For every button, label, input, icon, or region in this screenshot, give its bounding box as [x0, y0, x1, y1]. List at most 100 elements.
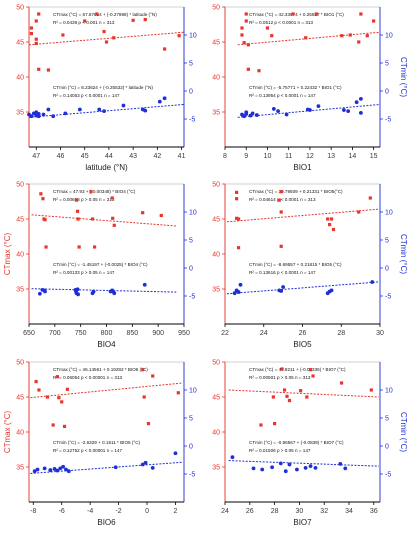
ctmin-trend-line [226, 281, 379, 295]
ctmin-point [316, 104, 321, 109]
y-tick-label: 40 [212, 75, 220, 82]
ctmin-point [48, 468, 53, 472]
ctmin-point [113, 465, 118, 470]
ctmax-point [34, 380, 38, 384]
x-tick-label: 30 [296, 508, 304, 515]
ctmin-point [232, 291, 237, 296]
ctmax-point [111, 216, 115, 220]
x-tick-label: 42 [153, 153, 161, 160]
ctmax-point [46, 68, 50, 72]
x-axis-title: BIO1 [293, 163, 312, 172]
ctmin-trend-line [31, 288, 177, 293]
ctmax-point [305, 395, 309, 399]
y2-tick-label: 0 [385, 89, 389, 96]
y2-tick-label: 10 [385, 388, 393, 395]
ctmax-point [291, 12, 295, 16]
y2-tick-label: 0 [385, 266, 389, 273]
x-tick-label: 11 [285, 153, 292, 160]
annotation-ctmax-equation: CTmax (°C) = 46.14561 + 0.19292 * BIO6 (… [53, 367, 148, 372]
ctmax-point [270, 34, 274, 38]
ctmin-point [271, 107, 276, 111]
y2-tick-label: 0 [189, 266, 193, 273]
ctmax-trend-line [237, 31, 381, 46]
ctmax-point [311, 374, 315, 378]
ctmax-point [236, 217, 241, 221]
ctmin-trend-line [28, 103, 185, 118]
plot-frame [28, 6, 185, 148]
x-tick-label: 14 [348, 153, 356, 160]
y-tick-label: 50 [212, 5, 220, 12]
ctmax-point [60, 400, 64, 404]
x-tick-label: 12 [306, 153, 314, 160]
ctmax-trend-line [30, 382, 183, 399]
annotation-ctmin-equation: CTmin (°C) = 6.23624 + (-0.25532) * lati… [53, 85, 153, 90]
ctmax-point [34, 37, 38, 41]
x-tick-label: 2 [174, 508, 178, 515]
ctmax-point [304, 36, 308, 40]
ctmax-point [37, 12, 41, 16]
ctmax-point [329, 217, 334, 221]
ctmax-point [340, 34, 344, 38]
ctmin-point [41, 112, 46, 117]
ctmin-point [140, 462, 145, 467]
ctmax-point [29, 26, 34, 30]
x-tick-label: 10 [264, 153, 272, 160]
annotation-ctmax-stats: R² = 0.00668 p > 0.05 n = 313 [53, 197, 115, 202]
ctmin-point [35, 467, 40, 472]
x-tick-label: 30 [376, 330, 384, 337]
x-tick-label: 34 [345, 508, 353, 515]
ctmin-point [308, 464, 313, 469]
y-tick-label: 40 [212, 430, 220, 437]
ctmax-point [110, 196, 114, 200]
annotation-ctmax-equation: CTmax (°C) = 57.87854 + (-0.27988) * lat… [53, 12, 157, 17]
ctmin-point [303, 465, 308, 470]
ctmax-point [314, 12, 318, 16]
ctmin-point [358, 110, 363, 115]
ctmax-point [348, 33, 352, 37]
ctmin-point [32, 469, 37, 474]
ctmax-point [308, 368, 313, 372]
ctmax-point [112, 36, 116, 40]
y2-tick-label: -5 [385, 472, 391, 479]
ctmin-point [342, 108, 346, 112]
ctmax-point [235, 216, 239, 220]
ctmin-point [260, 467, 265, 472]
ctmin-point [102, 109, 106, 114]
chart-panel: 24 26 28 30 32 34 36 35 40 45 50 -5 0 5 10 BIO7 CTmin (°… [212, 360, 408, 528]
ctmin-point [97, 107, 102, 112]
ctmin-point [162, 96, 167, 101]
ctmin-point [46, 107, 51, 112]
plot-frame [28, 183, 185, 325]
x-tick-label: 24 [260, 330, 268, 337]
ctmax-point [131, 18, 135, 22]
ctmax-point [45, 395, 50, 399]
ctmin-trend-line [30, 461, 183, 474]
y-tick-label: 40 [212, 252, 220, 259]
ctmax-point [34, 19, 38, 23]
ctmin-point [338, 462, 343, 466]
ctmax-point [163, 47, 167, 51]
ctmax-point [159, 213, 163, 218]
y-tick-label: 50 [16, 360, 24, 367]
ctmax-point [57, 396, 61, 400]
ctmax-trend-line [226, 208, 379, 223]
ctmin-point [43, 289, 47, 294]
ctmax-point [369, 388, 373, 392]
ctmin-point [278, 461, 283, 466]
ctmax-point [102, 29, 106, 34]
ctmin-point [295, 467, 299, 472]
y-tick-label: 45 [16, 217, 24, 224]
x-tick-label: 32 [320, 508, 328, 515]
ctmax-point [359, 12, 363, 16]
ctmax-point [277, 198, 281, 202]
y-tick-label: 35 [16, 465, 24, 472]
y-tick-label: 50 [16, 5, 24, 12]
ctmin-point [279, 289, 284, 293]
y-tick-label: 45 [212, 40, 220, 47]
ctmax-point [259, 423, 263, 427]
ctmax-point [176, 391, 180, 395]
x-tick-label: 8 [223, 153, 227, 160]
y2-tick-label: 5 [385, 416, 389, 423]
y-tick-label: 40 [16, 430, 24, 437]
y-tick-label: 50 [212, 360, 220, 367]
